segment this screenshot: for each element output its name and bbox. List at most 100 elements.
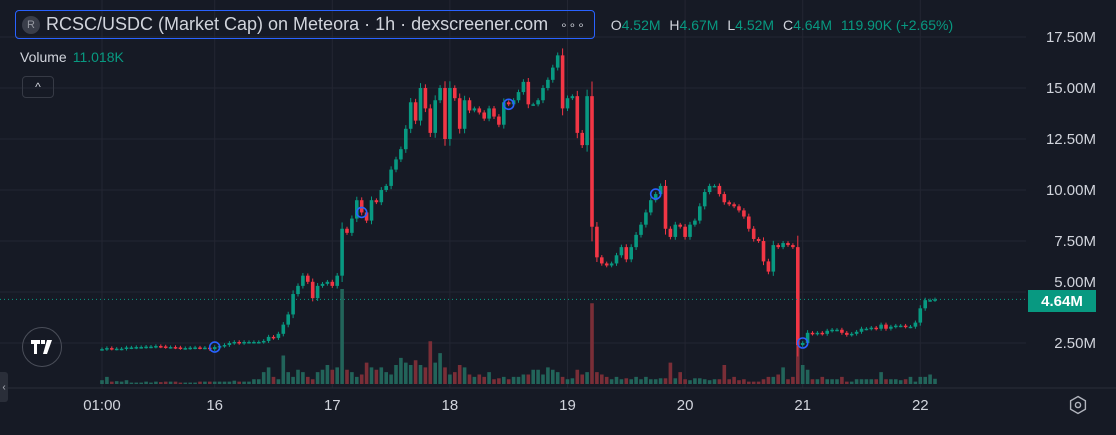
volume-bar (502, 376, 506, 384)
low-value: 4.52M (735, 16, 775, 33)
ellipsis-icon[interactable]: ∘∘∘ (560, 17, 586, 32)
candle-body (242, 341, 246, 344)
volume-bar (149, 382, 153, 384)
volume-bar (830, 379, 834, 384)
volume-bar (864, 379, 869, 384)
candle-body (266, 336, 271, 341)
volume-bar (560, 376, 565, 384)
volume-bar (908, 376, 913, 384)
volume-bar (688, 380, 692, 384)
volume-bar (247, 381, 251, 384)
candle-body (688, 224, 692, 237)
volume-bar (325, 365, 330, 384)
candle-body (639, 224, 643, 235)
candle-body (722, 194, 727, 203)
volume-bar (590, 303, 594, 384)
candle-body (497, 116, 501, 125)
volume-bar (898, 380, 903, 384)
candle-body (737, 206, 741, 211)
candle-body (110, 348, 114, 350)
volume-bar (453, 372, 457, 384)
candle-body (658, 185, 663, 195)
volume-bar (212, 381, 217, 384)
candle-body (771, 245, 776, 272)
candle-body (423, 88, 428, 109)
x-tick-label: 21 (794, 397, 811, 414)
volume-bar (614, 376, 619, 384)
volume-bar (678, 372, 682, 384)
volume-bar (889, 379, 893, 384)
volume-bar (609, 379, 614, 384)
candle-body (624, 247, 629, 260)
y-tick-label: 15.00M (1046, 80, 1096, 97)
volume-bar (443, 367, 447, 384)
volume-bar (698, 378, 702, 384)
volume-bar (928, 374, 932, 384)
expand-sidebar-button[interactable]: ‹ (0, 372, 8, 402)
candle-body (149, 346, 153, 349)
candle-body (791, 245, 795, 248)
candle-body (335, 275, 339, 286)
candle-body (212, 347, 217, 350)
candle-body (923, 300, 927, 309)
candle-body (330, 281, 335, 286)
volume-bar (492, 379, 496, 384)
candle-body (467, 100, 472, 111)
volume-bar (771, 376, 776, 384)
volume-bar (159, 382, 163, 384)
candle-body (438, 88, 442, 101)
volume-bar (815, 379, 820, 384)
volume-bar (413, 360, 418, 384)
volume-bar (835, 379, 839, 384)
high-value: 4.67M (679, 16, 719, 33)
volume-bar (575, 369, 580, 384)
symbol-legend[interactable]: R RCSC/USDC (Market Cap) on Meteora · 1h… (15, 10, 595, 39)
candle-body (281, 324, 286, 334)
candle-body (859, 328, 864, 332)
candle-body (144, 346, 148, 349)
volume-bar (649, 379, 653, 384)
candle-body (575, 96, 580, 133)
volume-bar (879, 372, 883, 384)
volume-bar (756, 381, 761, 384)
event-marker (502, 98, 515, 111)
x-tick-label: 22 (912, 397, 929, 414)
volume-bar (624, 378, 629, 384)
volume-bar (154, 381, 158, 384)
y-tick-label: 7.50M (1054, 233, 1096, 250)
candle-body (325, 281, 330, 284)
candle-body (551, 67, 555, 80)
volume-bar (310, 379, 315, 384)
symbol-logo: R (22, 15, 40, 34)
candle-body (119, 348, 124, 351)
candle-body (908, 326, 913, 329)
candle-body (732, 204, 736, 207)
volume-bar (644, 376, 648, 384)
settings-icon[interactable] (1068, 395, 1088, 415)
volume-bar (457, 365, 462, 384)
collapse-legend-button[interactable]: ^ (22, 76, 54, 98)
candle-body (800, 343, 805, 346)
volume-legend[interactable]: Volume 11.018K (20, 49, 124, 65)
volume-bar (364, 362, 369, 384)
candle-body (222, 345, 227, 347)
volume-bar (173, 381, 178, 384)
volume-bar (722, 365, 727, 384)
volume-bar (742, 379, 746, 384)
candle-body (918, 308, 923, 323)
candle-body (163, 346, 168, 348)
candle-body (673, 224, 678, 237)
candle-body (310, 281, 315, 299)
candle-body (913, 322, 918, 327)
candle-body (443, 88, 447, 139)
last-price-badge: 4.64M (1028, 290, 1096, 312)
candle-body (712, 185, 717, 188)
candle-body (781, 243, 785, 248)
tradingview-logo[interactable] (22, 327, 62, 367)
volume-bar (894, 379, 898, 384)
candle-body (889, 326, 893, 329)
volume-bar (266, 367, 271, 384)
volume-bar (394, 365, 398, 384)
volume-bar (933, 378, 937, 384)
